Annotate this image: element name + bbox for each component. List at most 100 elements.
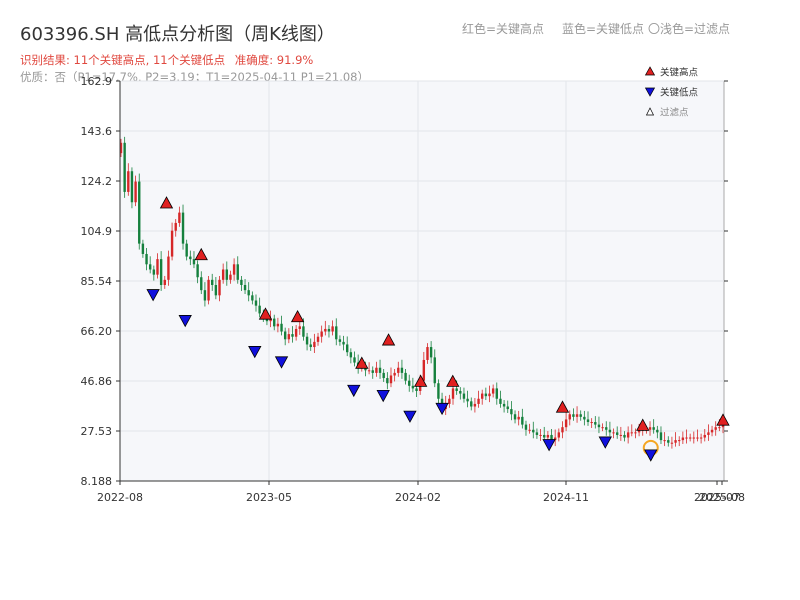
candle-body (229, 274, 232, 280)
candle-body (309, 344, 312, 348)
candle-body (714, 427, 717, 430)
candle-body (477, 398, 480, 404)
candle-body (342, 341, 345, 345)
x-tick-label: 2025-07 (694, 491, 740, 504)
candle-body (254, 300, 258, 306)
y-tick-label: 27.53 (81, 425, 113, 438)
result-text: 识别结果: 11个关键高点, 11个关键低点 (20, 53, 226, 67)
candle-body (415, 388, 418, 391)
candle-body (652, 427, 655, 430)
key-high-marker (355, 356, 369, 369)
candle-body (528, 429, 531, 431)
candle-body (532, 429, 535, 433)
key-low-marker (376, 390, 390, 403)
candle-body (517, 416, 520, 420)
candle-body (313, 341, 316, 348)
candle-body (335, 326, 338, 340)
key-low-marker (435, 402, 449, 416)
candle-body (699, 437, 703, 439)
candle-body (707, 432, 710, 435)
candle-body (513, 414, 517, 420)
candle-body (473, 403, 477, 407)
candle-body (141, 243, 145, 254)
chart-title: 603396.SH 高低点分析图（周K线图） (20, 24, 335, 45)
candle-body (280, 323, 283, 332)
candle-body (331, 326, 334, 332)
candle-body (674, 440, 677, 443)
y-tick-label: 46.86 (81, 375, 113, 388)
candle-body (553, 437, 557, 441)
candle-body (663, 440, 666, 442)
candle-body (283, 331, 287, 340)
candle-body (579, 414, 582, 417)
key-high-marker (381, 333, 396, 346)
candle-body (637, 429, 641, 433)
pivot-markers (146, 196, 730, 462)
candle-body (470, 401, 473, 407)
candle-body (214, 284, 218, 296)
candle-body (557, 432, 561, 438)
candle-body (524, 424, 528, 430)
key-high-marker (290, 309, 305, 323)
candle-body (404, 372, 407, 381)
candle-body (181, 212, 185, 244)
candle-body (594, 422, 597, 425)
candle-body (207, 279, 210, 301)
legend-blue-text: 蓝色=关键低点 (562, 22, 645, 36)
candle-body (605, 427, 608, 430)
candle-body (251, 295, 254, 301)
candle-body (448, 398, 451, 404)
candle-body (324, 328, 327, 332)
candle-body (378, 367, 382, 373)
candle-body (156, 259, 159, 275)
candle-body (422, 359, 426, 381)
key-low-marker (644, 449, 658, 462)
candle-body (287, 334, 291, 340)
candle-body (382, 372, 385, 379)
y-tick-label: 8.188 (81, 475, 113, 488)
key-low-marker (146, 289, 160, 302)
candle-body (550, 434, 553, 441)
key-high-marker (413, 374, 428, 387)
key-high-marker (194, 247, 208, 261)
candle-body (561, 427, 564, 433)
candle-body (455, 388, 458, 391)
y-tick-label: 104.9 (81, 225, 113, 238)
candle-body (721, 424, 725, 428)
candle-body (484, 393, 488, 397)
candle-body (535, 432, 539, 435)
candle-body (597, 424, 601, 428)
y-tick-label: 66.20 (81, 325, 113, 338)
candle-body (294, 328, 298, 337)
candle-body (196, 264, 199, 278)
legend-light-text: 〇浅色=过滤点 (648, 22, 731, 36)
candle-body (375, 367, 378, 373)
y-tick-label: 143.6 (81, 125, 113, 138)
candle-body (619, 434, 623, 436)
candle-body (273, 318, 276, 327)
key-high-marker (159, 196, 174, 209)
candle-body (185, 243, 188, 257)
legend-label: 关键高点 (660, 67, 699, 79)
candle-body (685, 437, 688, 439)
candle-body (634, 432, 637, 434)
key-high-marker (258, 307, 273, 320)
y-tick-label: 124.2 (81, 175, 113, 188)
candle-body (192, 259, 196, 265)
candle-body (152, 269, 156, 275)
legend-filtered-icon (645, 107, 655, 116)
candle-body (119, 142, 123, 154)
candle-body (612, 432, 615, 434)
candle-body (371, 370, 374, 373)
candle-body (138, 181, 141, 244)
key-high-marker (636, 418, 650, 431)
candle-body (134, 181, 137, 203)
x-tick-label: 2025-08 (699, 491, 745, 504)
candle-body (353, 357, 356, 363)
candle-body (221, 269, 225, 280)
candle-body (269, 318, 272, 322)
key-low-marker (248, 346, 262, 359)
candle-body (218, 279, 221, 296)
candle-body (302, 326, 305, 337)
